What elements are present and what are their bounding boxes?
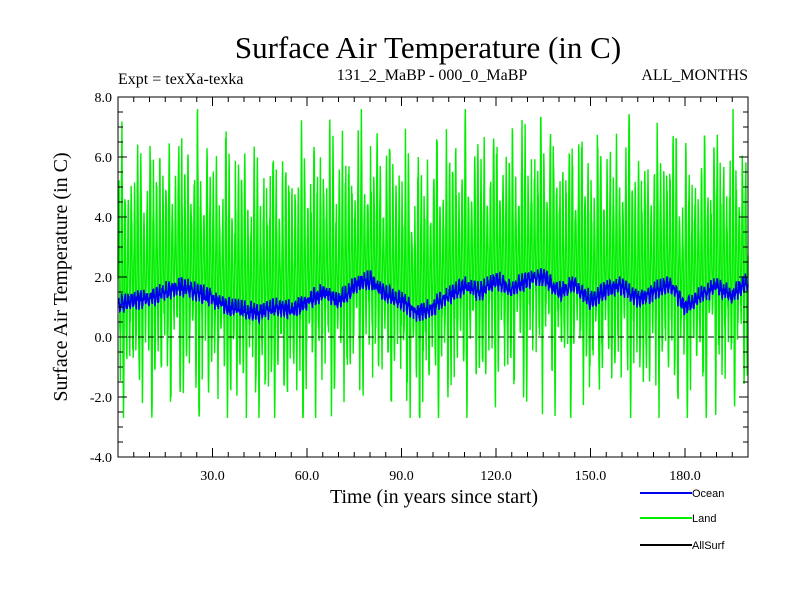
x-tick-label: 30.0 — [200, 469, 225, 484]
y-tick-label: -4.0 — [90, 451, 112, 466]
y-tick-label: 8.0 — [95, 91, 113, 106]
legend: Ocean Land AllSurf — [640, 488, 725, 552]
x-tick-label: 120.0 — [480, 469, 512, 484]
y-axis-label: Surface Air Temperature (in C) — [50, 152, 72, 401]
plot-area — [117, 108, 749, 419]
land-series-line — [117, 108, 749, 419]
x-tick-label: 150.0 — [575, 469, 607, 484]
legend-label-land: Land — [692, 513, 716, 525]
experiment-label: Expt = texXa-texka — [118, 71, 243, 88]
x-tick-label: 60.0 — [295, 469, 320, 484]
legend-label-ocean: Ocean — [692, 488, 724, 500]
period-label: 131_2_MaBP - 000_0_MaBP — [337, 67, 528, 84]
y-tick-label: 6.0 — [95, 151, 113, 166]
legend-label-allsurf: AllSurf — [692, 540, 725, 552]
y-tick-label: 4.0 — [95, 211, 113, 226]
chart-title: Surface Air Temperature (in C) — [235, 30, 621, 65]
y-tick-label: 0.0 — [95, 331, 113, 346]
x-tick-label: 90.0 — [389, 469, 414, 484]
months-label: ALL_MONTHS — [641, 67, 748, 84]
ocean-series-line — [117, 268, 749, 326]
axes: -4.0 -2.0 0.0 2.0 4.0 6.0 8.0 30.0 60.0 90.0 120.0… — [90, 91, 749, 484]
y-tick-label: -2.0 — [90, 391, 112, 406]
x-tick-label: 180.0 — [669, 469, 701, 484]
x-axis-label: Time (in years since start) — [330, 486, 538, 508]
y-tick-label: 2.0 — [95, 271, 113, 286]
